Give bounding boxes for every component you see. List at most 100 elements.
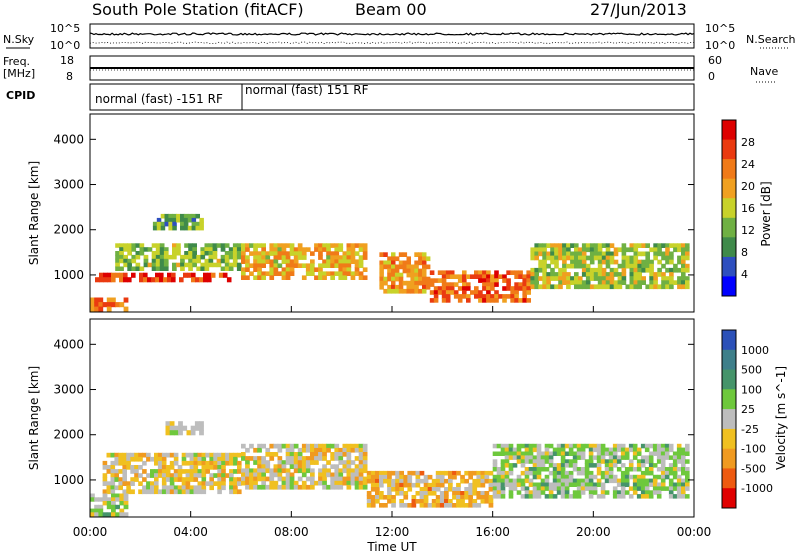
power-cell	[379, 264, 384, 270]
power-cell	[102, 302, 108, 308]
power-cell	[297, 243, 303, 248]
velocity-cell	[190, 430, 196, 436]
velocity-cell	[576, 467, 582, 472]
power-cell	[245, 263, 250, 268]
velocity-cell	[664, 470, 670, 476]
velocity-cell	[197, 460, 203, 466]
velocity-cell	[464, 491, 469, 496]
velocity-cell	[536, 474, 542, 480]
noise-traces	[89, 32, 695, 44]
velocity-cell	[648, 455, 654, 460]
velocity-cell	[536, 447, 542, 453]
velocity-cell	[520, 478, 526, 484]
velocity-cell	[407, 474, 413, 480]
velocity-cell	[624, 451, 630, 456]
power-cell	[236, 243, 242, 248]
velocity-cell	[342, 468, 348, 474]
velocity-cell	[681, 494, 686, 499]
velocity-cell	[293, 443, 299, 449]
velocity-cell	[362, 452, 368, 457]
power-cell	[629, 284, 635, 290]
power-cell	[466, 294, 471, 299]
power-cell	[281, 271, 287, 276]
velocity-cell	[584, 459, 590, 464]
velocity-cell	[480, 491, 486, 496]
power-cell	[147, 247, 153, 252]
power-cell	[510, 294, 515, 299]
power-cell	[562, 259, 567, 265]
power-cell	[685, 280, 690, 285]
velocity-cell	[532, 447, 538, 453]
velocity-cell	[297, 476, 303, 482]
velocity-cell	[122, 473, 127, 478]
velocity-cell	[435, 487, 441, 492]
velocity-cell	[261, 464, 266, 469]
velocity-cell	[334, 447, 340, 453]
velocity-cell	[580, 447, 586, 453]
velocity-cell	[98, 504, 104, 510]
velocity-cell	[676, 451, 682, 456]
velocity-cell	[375, 487, 380, 492]
power-cell	[305, 271, 311, 276]
power-cell	[449, 274, 455, 279]
velocity-cell	[330, 476, 335, 482]
velocity-cell	[488, 470, 494, 476]
velocity-cell	[318, 468, 323, 474]
velocity-cell	[660, 443, 666, 449]
velocity-cell	[209, 473, 214, 478]
power-cell	[593, 284, 599, 290]
power-cell	[645, 251, 650, 257]
velocity-cell	[512, 482, 518, 487]
velocity-cell	[366, 474, 372, 480]
velocity-cell	[229, 452, 234, 458]
velocity-cell	[560, 482, 566, 487]
power-cell	[629, 267, 635, 273]
power-cell	[168, 221, 173, 227]
power-cell	[358, 263, 364, 268]
velocity-cell	[142, 469, 147, 474]
velocity-cell	[552, 478, 558, 484]
velocity-cell	[106, 452, 112, 458]
power-cell	[164, 213, 169, 219]
velocity-cell	[476, 503, 482, 508]
velocity-cell	[126, 481, 131, 486]
velocity-cell	[572, 463, 578, 468]
power-cell	[418, 256, 423, 262]
power-cell	[180, 213, 185, 219]
velocity-cell	[154, 489, 159, 495]
power-cell	[269, 251, 275, 256]
power-cell	[621, 255, 627, 261]
velocity-cell	[588, 478, 594, 484]
velocity-cell	[520, 443, 526, 449]
velocity-cell	[322, 480, 327, 486]
velocity-cell	[310, 484, 315, 490]
power-cell	[269, 243, 275, 248]
power-cell	[398, 284, 404, 290]
velocity-cell	[548, 490, 554, 495]
power-cell	[518, 282, 523, 287]
velocity-cell	[229, 456, 234, 462]
power-cell	[558, 243, 563, 248]
power-cell	[629, 280, 635, 285]
velocity-cell	[652, 463, 658, 468]
velocity-cell	[600, 490, 606, 495]
velocity-cell	[114, 456, 119, 462]
velocity-cell	[596, 470, 602, 476]
velocity-cell	[564, 443, 570, 449]
velocity-cell	[173, 477, 179, 482]
velocity-cell	[652, 482, 658, 487]
power-cell	[155, 277, 160, 283]
power-cell	[570, 263, 575, 269]
power-cell	[677, 276, 682, 281]
velocity-cell	[362, 443, 368, 449]
power-cell	[160, 213, 166, 219]
velocity-cell	[580, 451, 586, 456]
velocity-cell	[261, 460, 266, 465]
velocity-cell	[564, 482, 570, 487]
power-cell	[637, 267, 642, 273]
power-cell	[609, 259, 615, 265]
velocity-cell	[177, 489, 183, 495]
velocity-cell	[544, 467, 550, 472]
velocity-cell	[245, 472, 250, 478]
